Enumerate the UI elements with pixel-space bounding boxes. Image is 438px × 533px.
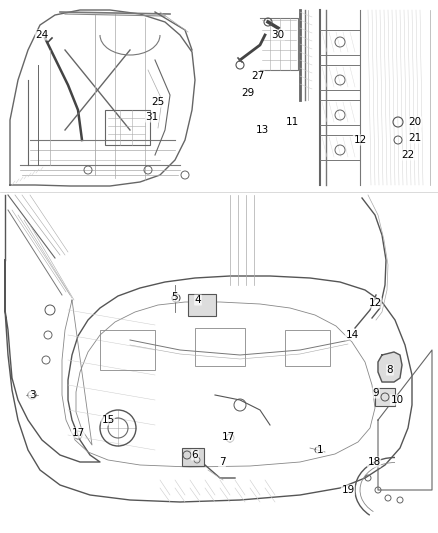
Text: 1: 1 <box>317 445 323 455</box>
Text: 5: 5 <box>172 292 178 302</box>
Text: 13: 13 <box>255 125 268 135</box>
Bar <box>100 330 155 370</box>
Text: 12: 12 <box>368 298 381 308</box>
Text: 18: 18 <box>367 457 381 467</box>
Text: 12: 12 <box>353 135 367 145</box>
Text: 14: 14 <box>346 330 359 340</box>
Bar <box>105 110 150 145</box>
Text: 7: 7 <box>219 457 225 467</box>
Text: 31: 31 <box>145 112 159 122</box>
Text: 30: 30 <box>272 30 285 40</box>
Text: 11: 11 <box>286 117 299 127</box>
Text: 10: 10 <box>390 395 403 405</box>
Bar <box>285 330 330 366</box>
Text: 8: 8 <box>387 365 393 375</box>
Bar <box>195 328 245 366</box>
Text: 3: 3 <box>28 390 35 400</box>
Text: 25: 25 <box>152 97 165 107</box>
Text: 6: 6 <box>192 450 198 460</box>
Text: 17: 17 <box>221 432 235 442</box>
Text: 20: 20 <box>409 117 421 127</box>
Text: 9: 9 <box>373 388 379 398</box>
Bar <box>375 388 395 406</box>
Text: 4: 4 <box>194 295 201 305</box>
Text: 19: 19 <box>341 485 355 495</box>
Bar <box>188 294 216 316</box>
Bar <box>182 448 204 466</box>
Text: 27: 27 <box>251 71 265 81</box>
Text: 17: 17 <box>71 428 85 438</box>
Text: 24: 24 <box>35 30 49 40</box>
Text: 21: 21 <box>408 133 422 143</box>
Text: 22: 22 <box>401 150 415 160</box>
Polygon shape <box>378 352 402 382</box>
Text: 29: 29 <box>241 88 254 98</box>
Text: 15: 15 <box>101 415 115 425</box>
